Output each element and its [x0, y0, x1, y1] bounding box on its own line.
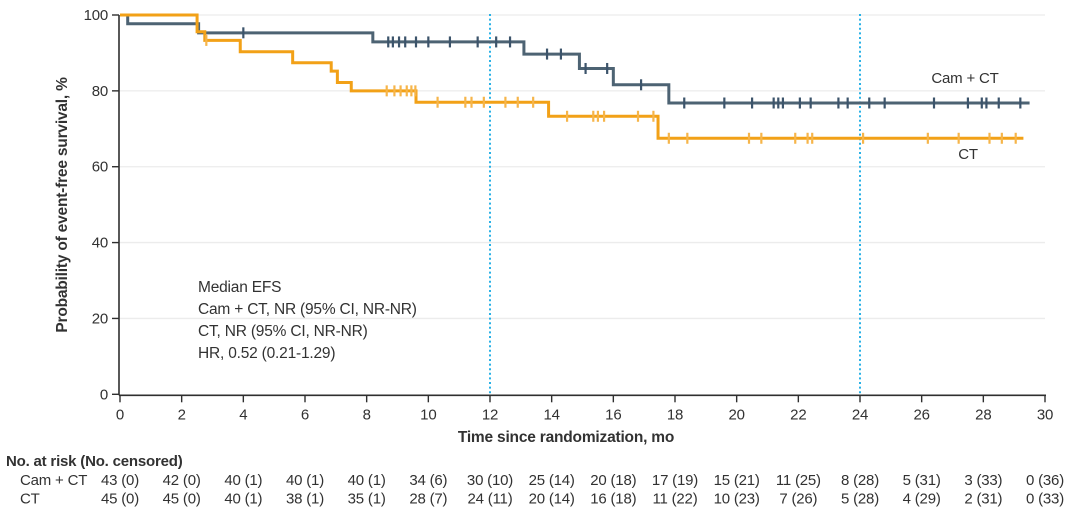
x-tick-label-30: 30	[1037, 406, 1053, 423]
risk-value-row0-t12: 30 (10)	[467, 472, 513, 489]
risk-value-row0-t26: 5 (31)	[903, 472, 941, 489]
y-tick-label-40: 40	[92, 235, 108, 252]
km-step-path-ct	[120, 13, 1024, 140]
x-tick-label-28: 28	[975, 406, 991, 423]
annotation-median-efs: Median EFS	[198, 279, 281, 296]
risk-value-row1-t4: 40 (1)	[224, 491, 262, 508]
risk-value-row1-t2: 45 (0)	[163, 491, 201, 508]
km-series-ct	[120, 13, 1024, 144]
x-tick-label-20: 20	[729, 406, 745, 423]
risk-value-row0-t0: 43 (0)	[101, 472, 139, 489]
km-step-path-cam_ct	[120, 13, 1030, 105]
risk-row-label-cam-ct: Cam + CT	[20, 472, 87, 489]
risk-value-row0-t14: 25 (14)	[529, 472, 575, 489]
risk-value-row1-t20: 10 (23)	[714, 491, 760, 508]
annotation-hazard-ratio: HR, 0.52 (0.21-1.29)	[198, 345, 335, 362]
y-axis-label: Probability of event-free survival, %	[54, 77, 71, 333]
x-tick-label-6: 6	[301, 406, 309, 423]
x-tick-label-14: 14	[544, 406, 560, 423]
risk-value-row1-t28: 2 (31)	[964, 491, 1002, 508]
risk-table-header: No. at risk (No. censored)	[6, 453, 183, 470]
risk-value-row0-t6: 40 (1)	[286, 472, 324, 489]
axes	[112, 14, 1046, 403]
risk-value-row0-t16: 20 (18)	[590, 472, 636, 489]
x-tick-label-22: 22	[790, 406, 806, 423]
risk-value-row0-t24: 8 (28)	[841, 472, 879, 489]
y-tick-label-20: 20	[92, 310, 108, 327]
x-tick-label-12: 12	[482, 406, 498, 423]
risk-value-row1-t18: 11 (22)	[652, 491, 697, 508]
x-axis-label: Time since randomization, mo	[458, 429, 674, 446]
risk-value-row0-t10: 34 (6)	[409, 472, 447, 489]
km-curves	[120, 13, 1030, 144]
risk-value-row1-t24: 5 (28)	[841, 491, 879, 508]
y-tick-label-100: 100	[84, 7, 108, 24]
y-tick-label-80: 80	[92, 83, 108, 100]
x-tick-label-26: 26	[914, 406, 930, 423]
risk-value-row1-t26: 4 (29)	[903, 491, 941, 508]
curve-label-cam-ct: Cam + CT	[931, 70, 998, 87]
risk-value-row1-t8: 35 (1)	[348, 491, 386, 508]
risk-value-row1-t6: 38 (1)	[286, 491, 324, 508]
risk-value-row1-t22: 7 (26)	[779, 491, 817, 508]
risk-table-values: 43 (0) 42 (0) 40 (1) 40 (1) 40 (1) 34 (6) 30 (…	[101, 472, 1064, 508]
risk-value-row0-t20: 15 (21)	[714, 472, 760, 489]
x-tick-label-4: 4	[239, 406, 247, 423]
x-tick-label-2: 2	[178, 406, 186, 423]
risk-value-row0-t18: 17 (19)	[652, 472, 698, 489]
risk-value-row0-t2: 42 (0)	[163, 472, 201, 489]
y-tick-label-60: 60	[92, 159, 108, 176]
risk-value-row1-t12: 24 (11)	[467, 491, 512, 508]
risk-value-row0-t4: 40 (1)	[224, 472, 262, 489]
x-tick-label-24: 24	[852, 406, 868, 423]
risk-value-row1-t30: 0 (33)	[1026, 491, 1064, 508]
x-tick-label-18: 18	[667, 406, 683, 423]
curve-label-ct: CT	[958, 146, 978, 163]
annotation-cam-ct-median: Cam + CT, NR (95% CI, NR-NR)	[198, 301, 417, 318]
risk-row-label-ct: CT	[20, 491, 40, 508]
risk-value-row0-t22: 11 (25)	[776, 472, 821, 489]
risk-value-row0-t8: 40 (1)	[348, 472, 386, 489]
risk-value-row0-t30: 0 (36)	[1026, 472, 1064, 489]
risk-value-row0-t28: 3 (33)	[964, 472, 1002, 489]
x-tick-label-10: 10	[420, 406, 436, 423]
annotation-ct-median: CT, NR (95% CI, NR-NR)	[198, 323, 368, 340]
risk-value-row1-t10: 28 (7)	[409, 491, 447, 508]
x-tick-label-0: 0	[116, 406, 124, 423]
y-tick-label-0: 0	[100, 386, 108, 403]
risk-value-row1-t16: 16 (18)	[590, 491, 636, 508]
km-series-cam_ct	[120, 13, 1030, 109]
x-tick-label-8: 8	[363, 406, 371, 423]
risk-value-row1-t0: 45 (0)	[101, 491, 139, 508]
reference-lines-12mo-24mo	[489, 14, 861, 395]
gridlines	[120, 14, 1045, 320]
x-tick-label-16: 16	[605, 406, 621, 423]
risk-value-row1-t14: 20 (14)	[529, 491, 575, 508]
